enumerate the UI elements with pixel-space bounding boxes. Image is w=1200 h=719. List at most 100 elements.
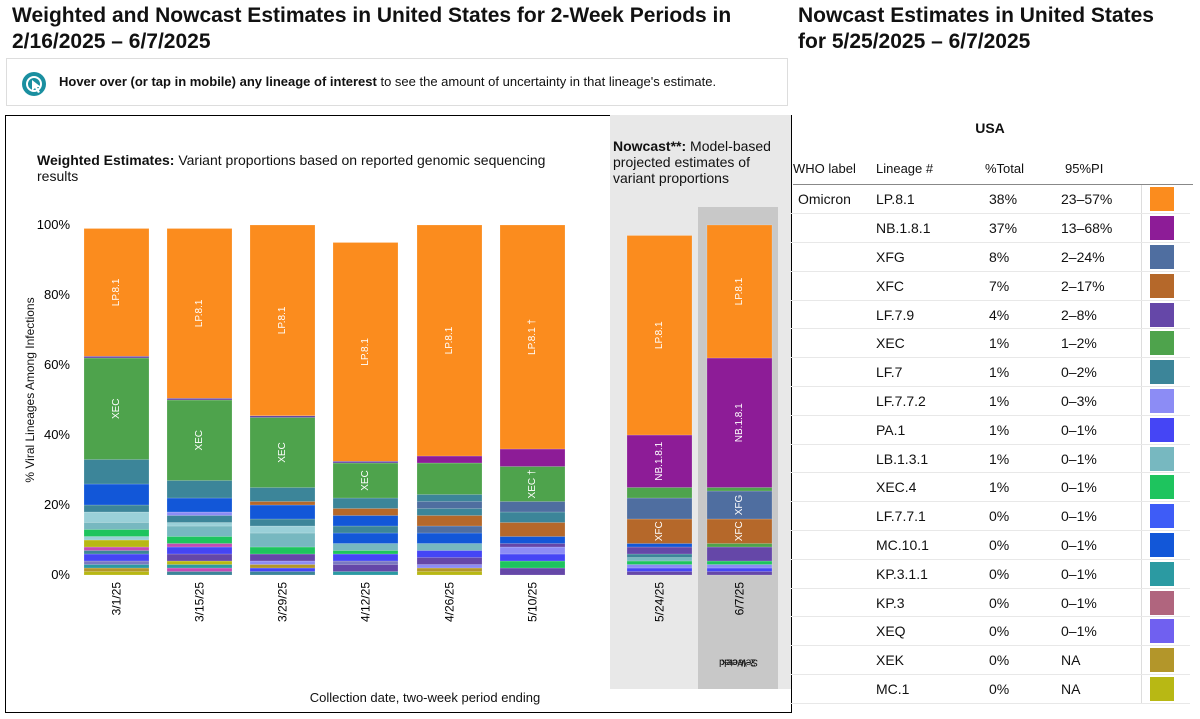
bar-segment-mc-1[interactable] [83, 539, 150, 548]
bar-segment-lb-1-3-1[interactable] [166, 525, 233, 537]
bar-segment-xfg[interactable] [416, 525, 483, 534]
bar-segment-pa-1[interactable] [166, 546, 233, 555]
bar-segment-lf-7-9[interactable] [166, 398, 233, 401]
bar-segment-lb-1-3-1[interactable] [83, 522, 150, 530]
bar-segment-xfg[interactable] [499, 501, 566, 513]
bar-segment-pa-1[interactable] [706, 567, 773, 572]
bar-segment-xec-4[interactable] [499, 560, 566, 569]
bar-segment-other1[interactable] [249, 525, 316, 534]
bar-segment-lf-7-7-2[interactable] [166, 511, 233, 516]
bar-segment-mc-1[interactable] [83, 571, 150, 576]
bar-segment-lf-7-9[interactable] [332, 564, 399, 572]
bar-segment-lf-7[interactable] [416, 508, 483, 516]
bar-segment-lf-7-9[interactable] [499, 543, 566, 548]
bar-segment-lf-7-9[interactable] [626, 571, 693, 576]
bar-segment-xec-4[interactable] [706, 560, 773, 565]
bar-segment-pa-1[interactable] [249, 567, 316, 572]
bar-segment-xek[interactable] [416, 567, 483, 572]
bar-segment-lb-1-3-1[interactable] [626, 557, 693, 562]
table-row[interactable]: XEC 1% 1–2% [790, 328, 1190, 359]
bar-segment-lp-8-1[interactable] [83, 228, 150, 357]
table-row[interactable]: MC.10.1 0% 0–1% [790, 530, 1190, 560]
bar-segment-lf-7-9[interactable] [249, 415, 316, 418]
bar-segment-lp-8-1[interactable] [499, 224, 566, 450]
bar-segment-kp-3-1-1[interactable] [166, 564, 233, 569]
bar-segment-xec[interactable] [499, 466, 566, 502]
bar-segment-other2[interactable] [83, 546, 150, 551]
selected-period-label[interactable]: Selected 2-Week [698, 635, 778, 689]
bar-segment-xec-4[interactable] [249, 546, 316, 555]
bar-segment-kp-3-1-1[interactable] [83, 564, 150, 569]
bar-segment-lb-1-3-1[interactable] [416, 543, 483, 551]
table-row[interactable]: LF.7 1% 0–2% [790, 357, 1190, 388]
bar-segment-mc-10-1[interactable] [332, 515, 399, 527]
bar-segment-mc-10-1[interactable] [416, 532, 483, 544]
table-row[interactable]: PA.1 1% 0–1% [790, 415, 1190, 445]
bar-segment-mc-1[interactable] [416, 571, 483, 576]
bar-segment-lf-7[interactable] [249, 518, 316, 527]
bar-segment-xec-4[interactable] [332, 550, 399, 555]
bar-segment-xek[interactable] [83, 567, 150, 572]
bar-segment-lf-7-7-2[interactable] [626, 564, 693, 569]
bar-segment-xfc[interactable] [626, 518, 693, 544]
bar-segment-lf-7-9[interactable] [499, 567, 566, 576]
bar-segment-xek[interactable] [249, 564, 316, 569]
bar-segment-pa-1[interactable] [626, 567, 693, 572]
bar-segment-xec-4[interactable] [166, 536, 233, 544]
bar-segment-lp-8-1[interactable] [416, 224, 483, 457]
bar-segment-lf-7-9[interactable] [626, 546, 693, 555]
bar-segment-mc-10-1[interactable] [83, 483, 150, 506]
bar-segment-pa-1[interactable] [332, 553, 399, 562]
bar-segment-pa-1[interactable] [416, 550, 483, 558]
table-row[interactable]: XEQ 0% 0–1% [790, 616, 1190, 647]
bar-segment-lf-7-9[interactable] [332, 461, 399, 464]
bar-segment-lf-7[interactable] [166, 571, 233, 576]
bar-segment-kp-3-1-1[interactable] [332, 571, 399, 576]
bar-segment-lf-7-9[interactable] [706, 571, 773, 576]
table-row[interactable]: XFG 8% 2–24% [790, 242, 1190, 272]
table-row[interactable]: LF.7.7.1 0% 0–1% [790, 501, 1190, 532]
bar-segment-lp-8-1[interactable] [626, 235, 693, 436]
bar-segment-xfc[interactable] [416, 515, 483, 527]
bar-segment-lf-7-7-2[interactable] [249, 560, 316, 565]
bar-segment-xfc[interactable] [332, 508, 399, 516]
bar-segment-lf-7-9[interactable] [416, 557, 483, 565]
bar-segment-mc-1[interactable] [166, 560, 233, 565]
bar-segment-lf-7-9[interactable] [83, 356, 150, 359]
bar-segment-other3[interactable] [332, 560, 399, 565]
bar-segment-lf-7-7-2[interactable] [499, 546, 566, 555]
bar-segment-lf-7[interactable] [83, 504, 150, 513]
bar-segment-other2[interactable] [166, 543, 233, 548]
bar-segment-mc-10-1[interactable] [249, 504, 316, 520]
bar-segment-nb-1-8-1[interactable] [499, 448, 566, 467]
bar-segment-lf-7[interactable] [249, 571, 316, 576]
bar-segment-other3[interactable] [83, 560, 150, 565]
bar-segment-xfg[interactable] [706, 490, 773, 520]
bar-segment-mc-10-1[interactable] [499, 536, 566, 544]
bar-segment-xec[interactable] [166, 399, 233, 481]
bar-segment-lf-7[interactable] [499, 511, 566, 523]
bar-segment-lf-7[interactable] [332, 497, 399, 509]
bar-segment-mc-10-1[interactable] [626, 543, 693, 548]
bar-segment-xec[interactable] [626, 487, 693, 499]
bar-segment-lp-8-1[interactable] [249, 224, 316, 416]
bar-segment-nb-1-8-1[interactable] [416, 455, 483, 464]
table-row[interactable]: XEK 0% NA [790, 645, 1190, 676]
bar-segment-lf-7-9[interactable] [166, 553, 233, 562]
bar-segment-xfg[interactable] [626, 497, 693, 520]
table-row[interactable]: KP.3.1.1 0% 0–1% [790, 559, 1190, 589]
bar-segment-xec[interactable] [706, 543, 773, 548]
bar-segment-xfc[interactable] [499, 522, 566, 537]
bar-segment-lf-7[interactable] [83, 550, 150, 555]
bar-segment-lf-7[interactable] [332, 525, 399, 534]
bar-segment-other2[interactable] [166, 567, 233, 572]
bar-segment-lb-1-3-1[interactable] [249, 532, 316, 548]
bar-segment-xec[interactable] [249, 417, 316, 488]
table-row[interactable]: XEC.4 1% 0–1% [790, 472, 1190, 503]
bar-segment-lp-8-1[interactable] [332, 242, 399, 462]
bar-segment-xfc[interactable] [249, 501, 316, 506]
bar-segment-nb-1-8-1[interactable] [706, 357, 773, 488]
bar-segment-xec-4[interactable] [626, 560, 693, 565]
bar-segment-mc-10-1[interactable] [332, 532, 399, 544]
bar-segment-lf-7[interactable] [166, 515, 233, 523]
